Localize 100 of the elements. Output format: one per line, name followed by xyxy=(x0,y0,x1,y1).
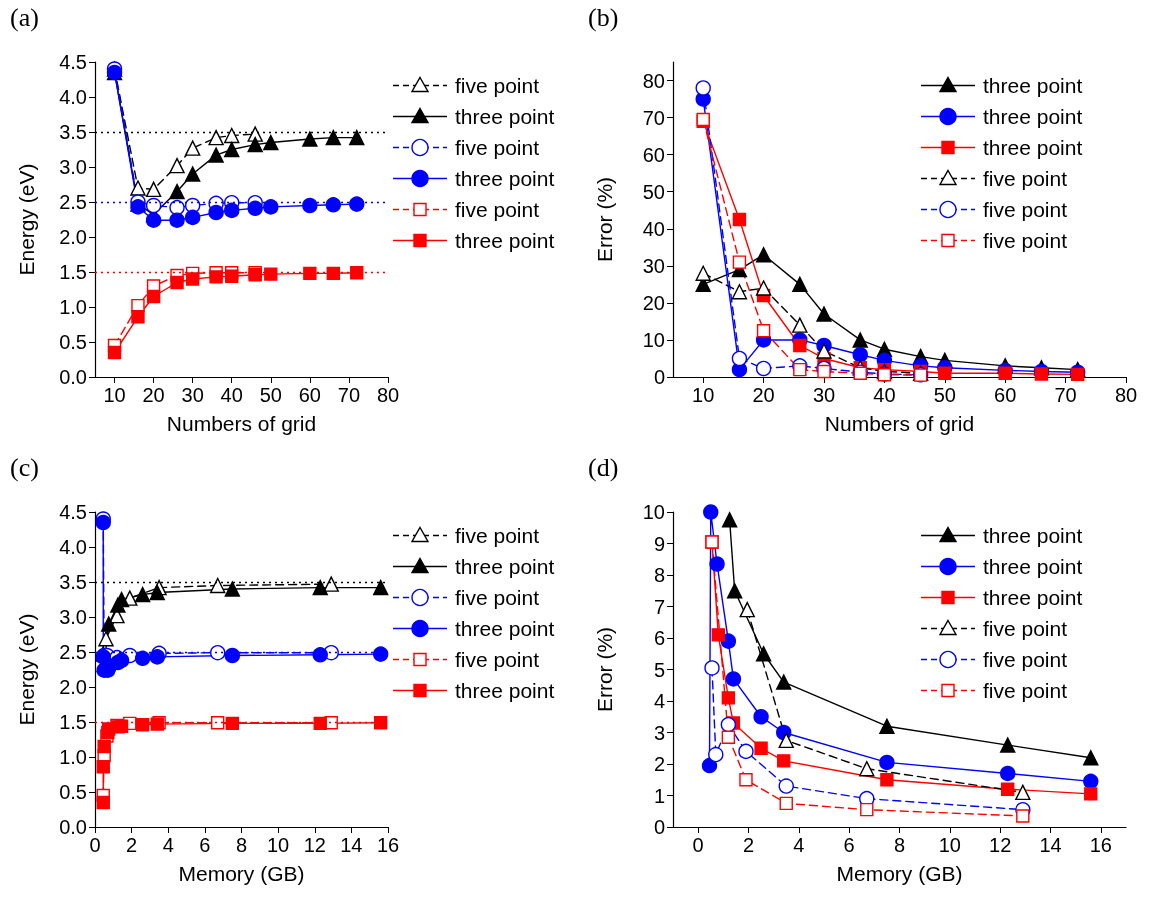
y-tick-label: 30 xyxy=(642,254,665,277)
x-tick-label: 16 xyxy=(376,834,400,856)
legend-label: three point xyxy=(455,104,555,128)
y-tick-label: 10 xyxy=(642,328,665,351)
y-tick-label: 2 xyxy=(653,753,665,775)
legend-label: three point xyxy=(455,166,555,190)
y-tick-label: 2.5 xyxy=(59,191,87,213)
y-tick-label: 4.0 xyxy=(59,86,87,108)
y-tick-label: 4 xyxy=(653,690,665,712)
y-tick-label: 1.5 xyxy=(59,711,87,733)
x-tick-label: 10 xyxy=(267,834,290,856)
x-axis-title: Memory (GB) xyxy=(836,862,963,885)
x-tick-label: 10 xyxy=(692,384,715,406)
y-tick-label: 1.0 xyxy=(59,296,87,318)
x-tick-label: 20 xyxy=(752,384,775,406)
legend-label: five point xyxy=(455,585,540,609)
y-axis-title: Error (%) xyxy=(593,176,616,263)
x-tick-label: 12 xyxy=(303,834,326,856)
y-tick-label: 4.5 xyxy=(59,51,87,73)
y-tick-label: 1 xyxy=(653,784,665,807)
x-tick-label: 70 xyxy=(1054,384,1077,406)
legend-label: five point xyxy=(455,135,540,159)
y-tick-label: 3.0 xyxy=(59,156,87,178)
x-tick-label: 10 xyxy=(938,834,961,856)
y-tick-label: 1.5 xyxy=(59,261,87,283)
y-tick-label: 0 xyxy=(653,816,665,838)
legend-label: three point xyxy=(983,73,1083,97)
x-tick-label: 60 xyxy=(994,384,1017,406)
x-tick-label: 6 xyxy=(843,834,855,856)
legend-label: five point xyxy=(455,197,540,221)
legend-label: three point xyxy=(455,616,555,640)
x-tick-label: 2 xyxy=(126,834,138,856)
y-tick-label: 40 xyxy=(642,217,665,240)
y-tick-label: 60 xyxy=(642,143,665,166)
legend-label: five point xyxy=(983,197,1068,221)
y-tick-label: 4.5 xyxy=(59,501,87,523)
legend-label: three point xyxy=(455,554,555,578)
y-tick-label: 2.0 xyxy=(59,676,87,698)
y-tick-label: 3.5 xyxy=(59,121,87,143)
legend-label: three point xyxy=(983,523,1083,547)
y-tick-label: 70 xyxy=(642,106,665,129)
x-tick-label: 80 xyxy=(376,384,400,406)
x-tick-label: 50 xyxy=(933,384,956,406)
x-tick-label: 20 xyxy=(142,384,165,406)
x-tick-label: 16 xyxy=(1089,834,1112,856)
legend-label: five point xyxy=(983,228,1068,252)
legend-label: three point xyxy=(983,104,1083,128)
chart-title: (b) xyxy=(588,2,619,32)
legend-label: three point xyxy=(983,554,1083,578)
legend-label: five point xyxy=(983,166,1068,190)
y-axis-title: Energy (eV) xyxy=(15,163,38,276)
x-tick-label: 40 xyxy=(873,384,896,406)
x-tick-label: 0 xyxy=(89,834,101,856)
y-tick-label: 80 xyxy=(642,69,665,92)
legend-label: five point xyxy=(455,523,540,547)
y-tick-label: 20 xyxy=(642,291,665,314)
y-tick-label: 0.5 xyxy=(59,331,87,353)
x-tick-label: 30 xyxy=(812,384,836,406)
y-tick-label: 3.0 xyxy=(59,606,87,628)
x-tick-label: 8 xyxy=(893,834,906,856)
y-tick-label: 8 xyxy=(653,564,665,586)
x-axis-title: Numbers of grid xyxy=(824,412,975,435)
x-tick-label: 4 xyxy=(162,834,174,856)
y-tick-label: 9 xyxy=(653,532,665,555)
y-tick-label: 10 xyxy=(642,501,665,523)
x-tick-label: 12 xyxy=(989,834,1012,856)
x-tick-label: 50 xyxy=(259,384,282,406)
legend-label: five point xyxy=(455,73,540,97)
y-tick-label: 0.0 xyxy=(59,816,87,838)
x-tick-label: 14 xyxy=(340,834,363,856)
legend-label: three point xyxy=(983,585,1083,609)
y-tick-label: 0.0 xyxy=(59,366,87,388)
legend-label: three point xyxy=(455,678,555,702)
x-tick-label: 60 xyxy=(298,384,321,406)
legend-label: five point xyxy=(983,647,1068,671)
y-tick-label: 0.5 xyxy=(59,781,87,803)
x-tick-label: 30 xyxy=(181,384,204,406)
x-tick-label: 0 xyxy=(692,834,704,856)
x-tick-label: 8 xyxy=(235,834,248,856)
x-tick-label: 80 xyxy=(1114,384,1138,406)
legend-label: five point xyxy=(983,678,1068,702)
y-tick-label: 7 xyxy=(653,595,665,618)
legend-label: five point xyxy=(455,647,540,671)
legend-label: three point xyxy=(455,228,555,252)
y-tick-label: 4.0 xyxy=(59,536,87,558)
chart-title: (d) xyxy=(588,452,619,482)
legend-label: five point xyxy=(983,616,1068,640)
y-tick-label: 5 xyxy=(653,658,665,681)
x-axis-title: Numbers of grid xyxy=(166,412,317,435)
chart-title: (a) xyxy=(10,2,39,32)
x-tick-label: 10 xyxy=(103,384,126,406)
x-tick-label: 2 xyxy=(742,834,755,856)
y-tick-label: 50 xyxy=(642,180,665,203)
y-tick-label: 2.5 xyxy=(59,641,87,663)
x-axis-title: Memory (GB) xyxy=(178,862,305,885)
y-axis-title: Energy (eV) xyxy=(15,613,38,726)
x-tick-label: 4 xyxy=(793,834,805,856)
chart-title: (c) xyxy=(10,452,39,482)
x-tick-label: 40 xyxy=(220,384,243,406)
y-axis-title: Error (%) xyxy=(593,626,616,713)
